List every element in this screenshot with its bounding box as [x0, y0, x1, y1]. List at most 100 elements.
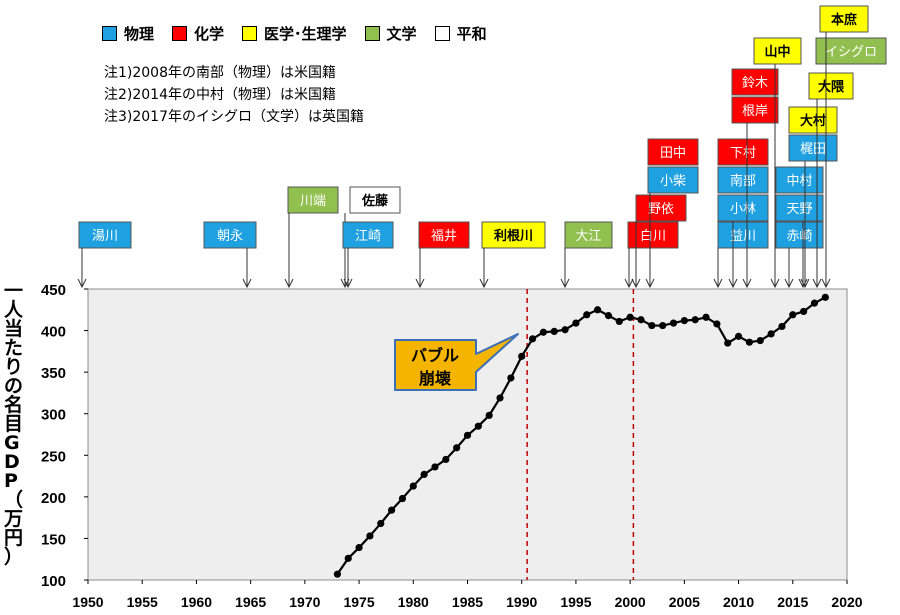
data-point	[604, 312, 613, 320]
laureate-name: 本庶	[831, 12, 857, 28]
x-tick-label: 1985	[452, 594, 483, 610]
data-point	[377, 519, 385, 528]
laureate-box	[753, 37, 802, 65]
laureate-福井: 福井	[415, 221, 470, 289]
y-axis-label-char: の	[4, 375, 24, 397]
laureate-box	[78, 221, 132, 249]
legend-swatch	[242, 26, 258, 41]
legend-item-literature: 文学	[364, 23, 417, 44]
data-point	[789, 311, 797, 319]
laureate-name: 白川	[640, 228, 666, 244]
y-tick-label: 450	[41, 282, 66, 299]
data-point	[756, 336, 764, 345]
y-tick-label: 100	[41, 573, 66, 590]
data-point	[583, 311, 591, 319]
data-point	[648, 321, 656, 330]
laureate-name: 根岸	[742, 104, 768, 119]
legend-swatch	[364, 26, 380, 41]
laureate-name: 益川	[730, 229, 756, 244]
arrow-head	[242, 278, 252, 289]
legend-label: 医学･生理学	[264, 25, 347, 43]
y-tick-label: 300	[41, 407, 66, 424]
data-point	[344, 554, 352, 562]
laureate-name: 野依	[648, 202, 674, 217]
y-axis-label-char: D	[4, 451, 20, 473]
laureate-利根川: 利根川	[479, 221, 546, 289]
y-axis-label-char: り	[4, 356, 24, 378]
y-axis-label: 一人当たりの名目 G D P （万円）	[4, 282, 26, 567]
laureate-box	[717, 166, 769, 194]
legend-swatch	[434, 26, 450, 41]
laureate-name: 佐藤	[361, 193, 389, 209]
x-tick-label: 1970	[289, 594, 320, 610]
data-point	[745, 338, 754, 346]
arrow-head	[812, 278, 822, 289]
data-point	[528, 335, 537, 343]
data-point	[691, 316, 699, 324]
laureate-name: 田中	[660, 146, 686, 161]
laureate-白川: 白川	[624, 221, 679, 289]
laureate-name: 下村	[730, 146, 756, 161]
laureate-梶田: 梶田	[788, 134, 838, 289]
data-point	[637, 316, 645, 324]
legend-swatch	[102, 26, 117, 41]
arrow-head	[645, 278, 655, 289]
x-tick-label: 2000	[615, 594, 646, 610]
arrow-head	[770, 278, 780, 289]
legend-swatch	[172, 26, 188, 41]
legend-label: 化学	[194, 25, 225, 43]
laureate-下村: 下村	[717, 138, 769, 166]
data-point	[821, 293, 829, 301]
callout-text: 崩壊	[419, 369, 452, 388]
arrow-head	[784, 278, 794, 289]
data-point	[615, 317, 623, 326]
data-point	[561, 326, 569, 334]
laureate-根岸: 根岸	[731, 96, 779, 289]
y-axis-label-char: 目	[4, 413, 24, 435]
y-axis-label-char: （	[4, 489, 24, 511]
laureate-name: 南部	[730, 173, 756, 189]
y-tick-label: 400	[41, 324, 66, 341]
laureate-湯川: 湯川	[77, 221, 132, 289]
y-axis-label-char: 一	[4, 280, 24, 302]
data-point	[420, 470, 428, 479]
data-point	[442, 455, 450, 464]
laureate-イシグロ: イシグロ	[815, 37, 887, 65]
laureate-南部: 南部	[717, 166, 769, 194]
laureate-name: イシグロ	[825, 45, 877, 60]
x-tick-label: 1950	[72, 594, 103, 610]
laureate-box	[775, 166, 824, 194]
laureate-野依: 野依	[631, 194, 687, 289]
y-tick-label: 250	[41, 448, 66, 465]
laureate-name: 天野	[786, 202, 812, 217]
laureate-name: 利根川	[494, 228, 533, 244]
laureate-川端: 川端	[284, 186, 339, 289]
legend: 物理 化学 医学･生理学 文学 平和	[102, 23, 505, 44]
arrow-head	[77, 278, 87, 289]
laureate-name: 朝永	[217, 229, 243, 244]
y-tick-label: 200	[41, 490, 66, 507]
data-point	[724, 339, 732, 347]
data-point	[659, 321, 667, 330]
laureate-box	[647, 138, 699, 166]
legend-item-chemistry: 化学	[172, 23, 224, 44]
legend-item-physics: 物理	[102, 23, 154, 44]
laureate-本庶: 本庶	[819, 5, 869, 289]
laureate-鈴木: 鈴木	[731, 68, 779, 96]
note-3: 注3)2017年のイシグロ（文学）は英国籍	[104, 109, 364, 125]
laureate-box	[717, 194, 769, 222]
y-axis-label-char: 名	[4, 394, 24, 416]
data-point	[463, 431, 472, 439]
data-point	[485, 411, 493, 419]
y-axis-label-char: 万	[4, 508, 24, 530]
legend-item-peace: 平和	[434, 23, 487, 44]
x-tick-label: 1960	[181, 594, 212, 610]
arrow-head	[742, 278, 752, 289]
data-point	[702, 313, 710, 321]
arrow-head	[479, 278, 489, 289]
data-point	[453, 444, 461, 452]
laureate-box	[788, 106, 838, 134]
arrow-head	[624, 278, 634, 289]
